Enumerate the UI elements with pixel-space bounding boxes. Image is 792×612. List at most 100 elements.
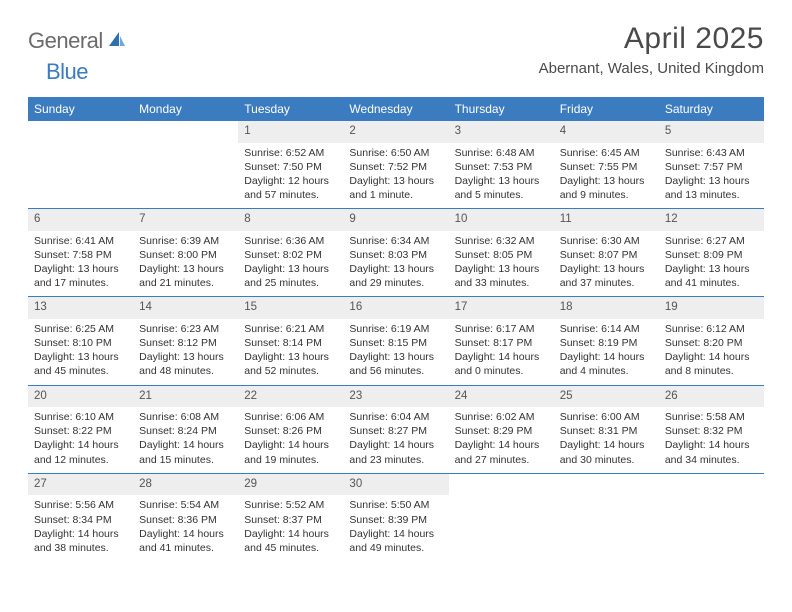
day-number: 9 bbox=[343, 209, 448, 231]
day-body: Sunrise: 6:21 AMSunset: 8:14 PMDaylight:… bbox=[238, 319, 343, 385]
logo-text-blue: Blue bbox=[46, 59, 88, 84]
sunrise-text: Sunrise: 6:23 AM bbox=[139, 322, 232, 336]
day-body: Sunrise: 5:54 AMSunset: 8:36 PMDaylight:… bbox=[133, 495, 238, 561]
day-number: 7 bbox=[133, 209, 238, 231]
sunrise-text: Sunrise: 6:48 AM bbox=[455, 146, 548, 160]
day-cell: 30Sunrise: 5:50 AMSunset: 8:39 PMDayligh… bbox=[343, 474, 448, 561]
day-number: 1 bbox=[238, 121, 343, 143]
day-body: Sunrise: 6:19 AMSunset: 8:15 PMDaylight:… bbox=[343, 319, 448, 385]
sunset-text: Sunset: 8:14 PM bbox=[244, 336, 337, 350]
day-cell bbox=[659, 474, 764, 561]
sunrise-text: Sunrise: 6:32 AM bbox=[455, 234, 548, 248]
sunset-text: Sunset: 8:19 PM bbox=[560, 336, 653, 350]
sunset-text: Sunset: 8:34 PM bbox=[34, 513, 127, 527]
sunrise-text: Sunrise: 5:54 AM bbox=[139, 498, 232, 512]
day-number: 16 bbox=[343, 297, 448, 319]
sunrise-text: Sunrise: 6:21 AM bbox=[244, 322, 337, 336]
daylight-text: Daylight: 14 hours and 0 minutes. bbox=[455, 350, 548, 378]
day-cell: 10Sunrise: 6:32 AMSunset: 8:05 PMDayligh… bbox=[449, 209, 554, 296]
day-body: Sunrise: 6:30 AMSunset: 8:07 PMDaylight:… bbox=[554, 231, 659, 297]
day-cell: 16Sunrise: 6:19 AMSunset: 8:15 PMDayligh… bbox=[343, 297, 448, 384]
sunset-text: Sunset: 8:17 PM bbox=[455, 336, 548, 350]
day-body: Sunrise: 6:39 AMSunset: 8:00 PMDaylight:… bbox=[133, 231, 238, 297]
day-body: Sunrise: 6:12 AMSunset: 8:20 PMDaylight:… bbox=[659, 319, 764, 385]
weekday-col: Monday bbox=[133, 97, 238, 121]
day-cell: 23Sunrise: 6:04 AMSunset: 8:27 PMDayligh… bbox=[343, 386, 448, 473]
day-cell: 7Sunrise: 6:39 AMSunset: 8:00 PMDaylight… bbox=[133, 209, 238, 296]
sunset-text: Sunset: 8:26 PM bbox=[244, 424, 337, 438]
daylight-text: Daylight: 13 hours and 33 minutes. bbox=[455, 262, 548, 290]
week-row: 13Sunrise: 6:25 AMSunset: 8:10 PMDayligh… bbox=[28, 297, 764, 385]
sunrise-text: Sunrise: 6:41 AM bbox=[34, 234, 127, 248]
day-cell: 29Sunrise: 5:52 AMSunset: 8:37 PMDayligh… bbox=[238, 474, 343, 561]
weekday-col: Tuesday bbox=[238, 97, 343, 121]
day-number: 19 bbox=[659, 297, 764, 319]
day-number: 24 bbox=[449, 386, 554, 408]
sunset-text: Sunset: 8:20 PM bbox=[665, 336, 758, 350]
location: Abernant, Wales, United Kingdom bbox=[539, 60, 764, 77]
sunrise-text: Sunrise: 6:39 AM bbox=[139, 234, 232, 248]
day-body: Sunrise: 6:04 AMSunset: 8:27 PMDaylight:… bbox=[343, 407, 448, 473]
day-number: 4 bbox=[554, 121, 659, 143]
weeks-container: 1Sunrise: 6:52 AMSunset: 7:50 PMDaylight… bbox=[28, 121, 764, 561]
sunset-text: Sunset: 8:32 PM bbox=[665, 424, 758, 438]
day-body: Sunrise: 6:27 AMSunset: 8:09 PMDaylight:… bbox=[659, 231, 764, 297]
daylight-text: Daylight: 13 hours and 37 minutes. bbox=[560, 262, 653, 290]
logo-text-general: General bbox=[28, 28, 103, 54]
sunrise-text: Sunrise: 6:00 AM bbox=[560, 410, 653, 424]
sunrise-text: Sunrise: 6:14 AM bbox=[560, 322, 653, 336]
day-cell: 8Sunrise: 6:36 AMSunset: 8:02 PMDaylight… bbox=[238, 209, 343, 296]
daylight-text: Daylight: 13 hours and 25 minutes. bbox=[244, 262, 337, 290]
day-body: Sunrise: 6:36 AMSunset: 8:02 PMDaylight:… bbox=[238, 231, 343, 297]
day-body: Sunrise: 6:45 AMSunset: 7:55 PMDaylight:… bbox=[554, 143, 659, 209]
day-number: 11 bbox=[554, 209, 659, 231]
day-body: Sunrise: 6:02 AMSunset: 8:29 PMDaylight:… bbox=[449, 407, 554, 473]
day-number: 6 bbox=[28, 209, 133, 231]
day-number: 13 bbox=[28, 297, 133, 319]
day-number: 21 bbox=[133, 386, 238, 408]
daylight-text: Daylight: 14 hours and 49 minutes. bbox=[349, 527, 442, 555]
weekday-col: Friday bbox=[554, 97, 659, 121]
day-cell bbox=[554, 474, 659, 561]
day-cell: 27Sunrise: 5:56 AMSunset: 8:34 PMDayligh… bbox=[28, 474, 133, 561]
sunrise-text: Sunrise: 5:56 AM bbox=[34, 498, 127, 512]
daylight-text: Daylight: 13 hours and 21 minutes. bbox=[139, 262, 232, 290]
sunset-text: Sunset: 8:31 PM bbox=[560, 424, 653, 438]
day-cell: 24Sunrise: 6:02 AMSunset: 8:29 PMDayligh… bbox=[449, 386, 554, 473]
day-body: Sunrise: 6:50 AMSunset: 7:52 PMDaylight:… bbox=[343, 143, 448, 209]
sunset-text: Sunset: 7:58 PM bbox=[34, 248, 127, 262]
sunrise-text: Sunrise: 5:52 AM bbox=[244, 498, 337, 512]
day-cell: 21Sunrise: 6:08 AMSunset: 8:24 PMDayligh… bbox=[133, 386, 238, 473]
day-cell bbox=[28, 121, 133, 208]
daylight-text: Daylight: 13 hours and 41 minutes. bbox=[665, 262, 758, 290]
weekday-col: Wednesday bbox=[343, 97, 448, 121]
day-body: Sunrise: 6:52 AMSunset: 7:50 PMDaylight:… bbox=[238, 143, 343, 209]
weekday-col: Saturday bbox=[659, 97, 764, 121]
day-number: 18 bbox=[554, 297, 659, 319]
day-cell: 6Sunrise: 6:41 AMSunset: 7:58 PMDaylight… bbox=[28, 209, 133, 296]
daylight-text: Daylight: 14 hours and 27 minutes. bbox=[455, 438, 548, 466]
day-number: 30 bbox=[343, 474, 448, 496]
day-body: Sunrise: 6:00 AMSunset: 8:31 PMDaylight:… bbox=[554, 407, 659, 473]
sunrise-text: Sunrise: 6:12 AM bbox=[665, 322, 758, 336]
week-row: 20Sunrise: 6:10 AMSunset: 8:22 PMDayligh… bbox=[28, 386, 764, 474]
day-cell: 15Sunrise: 6:21 AMSunset: 8:14 PMDayligh… bbox=[238, 297, 343, 384]
week-row: 27Sunrise: 5:56 AMSunset: 8:34 PMDayligh… bbox=[28, 474, 764, 561]
day-number: 10 bbox=[449, 209, 554, 231]
sunset-text: Sunset: 8:39 PM bbox=[349, 513, 442, 527]
sunset-text: Sunset: 8:36 PM bbox=[139, 513, 232, 527]
month-title: April 2025 bbox=[539, 22, 764, 56]
sunset-text: Sunset: 8:02 PM bbox=[244, 248, 337, 262]
day-number: 5 bbox=[659, 121, 764, 143]
daylight-text: Daylight: 14 hours and 15 minutes. bbox=[139, 438, 232, 466]
day-cell: 25Sunrise: 6:00 AMSunset: 8:31 PMDayligh… bbox=[554, 386, 659, 473]
day-number: 15 bbox=[238, 297, 343, 319]
day-body: Sunrise: 5:50 AMSunset: 8:39 PMDaylight:… bbox=[343, 495, 448, 561]
sunrise-text: Sunrise: 5:58 AM bbox=[665, 410, 758, 424]
daylight-text: Daylight: 12 hours and 57 minutes. bbox=[244, 174, 337, 202]
day-number: 28 bbox=[133, 474, 238, 496]
day-cell: 5Sunrise: 6:43 AMSunset: 7:57 PMDaylight… bbox=[659, 121, 764, 208]
sunset-text: Sunset: 7:57 PM bbox=[665, 160, 758, 174]
daylight-text: Daylight: 14 hours and 30 minutes. bbox=[560, 438, 653, 466]
day-cell: 9Sunrise: 6:34 AMSunset: 8:03 PMDaylight… bbox=[343, 209, 448, 296]
